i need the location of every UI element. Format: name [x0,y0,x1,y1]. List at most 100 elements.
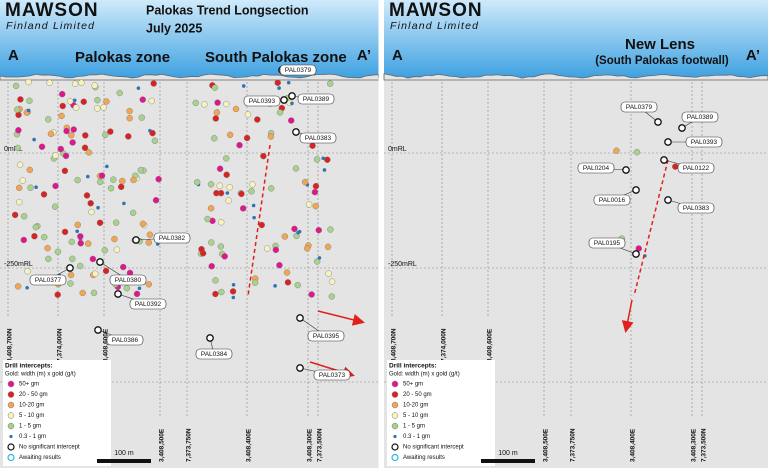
hole-label: PAL0195 [594,240,621,247]
intercept-dot [44,244,51,252]
hole-label: PAL0389 [687,114,714,121]
intercept-dot [273,284,277,288]
legend-label: 50+ gm [403,382,423,388]
legend-label: 20 - 50 gm [19,392,48,398]
intercept-dot [130,176,137,184]
intercept-dot [85,240,92,247]
hole-label: PAL0393 [249,98,276,105]
intercept-dot [251,279,259,286]
hole-marker [114,290,122,298]
hole-label-box [243,95,281,107]
intercept-dot [26,108,31,113]
hole-label-box [620,101,658,113]
hole-label: PAL0383 [305,135,332,142]
intercept-dot [59,90,66,98]
legend-swatch [393,434,397,439]
intercept-dot [102,131,109,139]
intercept-dot [20,213,28,220]
intercept-dot [284,279,292,286]
intercept-dot [61,167,69,175]
intercept-dot [74,221,81,229]
intercept-dot [137,167,144,174]
intercept-dot [223,100,230,108]
hole-label: PAL0016 [599,197,626,204]
intercept-dot [232,105,240,113]
intercept-dot [14,283,22,290]
intercept-dot [120,263,127,271]
intercept-dot [216,182,223,189]
legend-swatch [7,453,15,462]
intercept-dot [103,98,110,105]
legend-subtitle: Gold: width (m) x gold (g/t) [5,372,76,378]
coordinate-label: 3,408,400E [246,428,253,462]
legend-swatch [391,412,399,419]
intercept-dot [152,197,160,204]
legend-label: No significant intercept [19,445,80,451]
coordinate-label: 3,408,700N [7,328,14,362]
intercept-dot [292,165,300,172]
intercept-dot [633,148,641,156]
hole-marker [664,196,672,204]
intercept-dot [204,215,211,223]
coordinate-label: 7,374,000N [57,328,64,362]
intercept-dot [193,179,201,186]
hole-label-box [106,334,144,346]
section-end: A’ [357,47,371,64]
terrain [383,73,768,81]
intercept-dot [25,285,29,290]
hole-label: PAL0377 [35,277,62,284]
sky-band [384,0,768,80]
legend-swatch [7,391,15,398]
logo: MAWSON [389,0,483,21]
hole-marker [292,128,300,136]
intercept-dot [260,152,267,160]
intercept-dot [212,277,219,284]
hole-marker [664,138,672,146]
intercept-dot [68,238,75,246]
intercept-dot [72,98,77,103]
intercept-dot [51,203,59,210]
intercept-dot [312,182,320,190]
legend-label: 1 - 5 gm [403,424,425,430]
intercept-dot [317,256,322,260]
legend-label: Awaiting results [19,455,61,461]
intercept-dot [107,128,114,135]
intercept-dot [74,176,81,184]
intercept-dot [86,174,90,179]
intercept-dot [238,190,245,198]
intercept-dot [26,97,33,105]
intercept-dot [45,255,52,263]
legend-label: 5 - 10 gm [19,413,44,419]
hole-marker [280,96,288,104]
intercept-dot [77,262,84,270]
intercept-dot [87,200,94,207]
hole-label: PAL0393 [691,139,718,146]
legend-swatch [391,380,399,388]
intercept-dot [267,133,275,140]
hole-label: PAL0379 [285,67,312,74]
intercept-dot [325,270,332,277]
intercept-dot [32,223,39,231]
intercept-dot [212,290,219,298]
intercept-dot [213,109,221,116]
intercept-dot [80,98,87,105]
intercept-dot [243,134,251,142]
intercept-dot [324,243,332,251]
coordinate-label: 3,408,400E [630,428,637,462]
legend-swatch [7,380,15,388]
intercept-dot [96,219,104,226]
intercept-dot [268,185,275,192]
intercept-dot [208,263,215,270]
plunge-arrow [621,299,634,333]
logo: MAWSON [5,0,99,21]
intercept-dot [91,82,98,89]
hole-marker [654,118,662,126]
intercept-dot [315,226,322,234]
scale-bar [481,459,535,463]
coordinate-label: 3,408,700N [391,328,398,362]
intercept-dot [52,182,59,190]
intercept-dot [322,168,327,172]
intercept-dot [83,192,91,199]
intercept-dot [211,135,218,142]
intercept-dot [116,89,123,97]
